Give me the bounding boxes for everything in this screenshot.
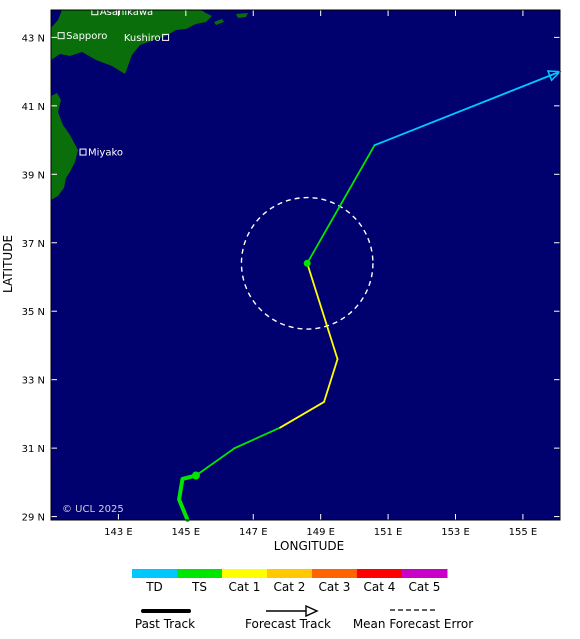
forecast-track-segment	[323, 358, 339, 403]
city-label: Miyako	[88, 148, 123, 159]
copyright-label: © UCL 2025	[62, 504, 124, 515]
colorbar-label: Cat 3	[319, 580, 351, 594]
forecast-track-segment	[306, 144, 376, 265]
land-island	[196, 11, 204, 15]
colorbar-label: Cat 2	[274, 580, 306, 594]
city-markers: Asahikawa Sapporo Kushiro Miyako	[57, 7, 170, 159]
past-track-line	[177, 473, 198, 522]
land-island	[236, 13, 248, 18]
x-tick-label: 153 E	[441, 527, 470, 538]
city-label: Sapporo	[66, 31, 107, 42]
forecast-position-marker	[303, 259, 311, 267]
y-tick-label: 39 N	[22, 170, 45, 181]
forecast-track-segment	[233, 426, 282, 450]
longitude-tick-labels: 143 E 145 E 147 E 149 E 151 E 153 E 155 E	[104, 527, 537, 538]
forecast-arrow-icon	[546, 70, 562, 82]
x-tick-label: 155 E	[509, 527, 538, 538]
x-tick-label: 147 E	[239, 527, 268, 538]
forecast-track-segment	[279, 401, 325, 429]
y-tick-label: 33 N	[22, 376, 45, 387]
colorbar-swatch	[222, 569, 268, 578]
y-tick-label: 35 N	[22, 307, 45, 318]
land-honshu	[51, 93, 78, 200]
y-tick-label: 31 N	[22, 444, 45, 455]
forecast-arrow-legend-icon	[305, 604, 319, 618]
colorbar-swatch	[267, 569, 313, 578]
intensity-labels: TD TS Cat 1 Cat 2 Cat 3 Cat 4 Cat 5	[145, 580, 440, 594]
land-hokkaido	[51, 10, 212, 74]
past-track-legend-label: Past Track	[135, 617, 195, 631]
colorbar-label: Cat 5	[409, 580, 441, 594]
y-tick-label: 29 N	[22, 513, 45, 524]
forecast-track-legend-label: Forecast Track	[245, 617, 331, 631]
colorbar-swatch	[357, 569, 403, 578]
legend: TD TS Cat 1 Cat 2 Cat 3 Cat 4 Cat 5 Past Track…	[132, 569, 473, 631]
colorbar-swatch	[177, 569, 223, 578]
forecast-error-circle	[240, 196, 374, 330]
x-tick-label: 151 E	[374, 527, 403, 538]
city-label: Kushiro	[124, 33, 161, 44]
city-marker-icon	[79, 148, 87, 156]
error-legend-label: Mean Forecast Error	[353, 617, 473, 631]
latitude-tick-labels: 43 N 41 N 39 N 37 N 35 N 33 N 31 N 29 N	[22, 33, 45, 523]
x-axis-title: LONGITUDE	[274, 539, 344, 553]
forecast-track-segment	[195, 447, 236, 477]
colorbar-label: Cat 4	[364, 580, 396, 594]
forecast-track-segment	[306, 262, 339, 361]
x-tick-label: 143 E	[104, 527, 133, 538]
city-marker-icon	[162, 33, 170, 41]
city-marker-icon	[57, 32, 65, 40]
x-tick-label: 145 E	[172, 527, 201, 538]
forecast-track-segment	[373, 70, 561, 147]
current-position-marker	[191, 471, 200, 480]
land-island	[214, 19, 224, 25]
y-tick-label: 43 N	[22, 33, 45, 44]
intensity-colorbar	[132, 569, 448, 578]
colorbar-swatch	[402, 569, 448, 578]
colorbar-swatch	[312, 569, 358, 578]
colorbar-label: Cat 1	[229, 580, 261, 594]
colorbar-label: TS	[191, 580, 207, 594]
y-axis-title: LATITUDE	[1, 235, 15, 293]
forecast-track	[195, 70, 561, 477]
plot-frame	[50, 9, 561, 521]
y-tick-label: 37 N	[22, 239, 45, 250]
city-label: Asahikawa	[100, 7, 153, 18]
x-tick-label: 149 E	[306, 527, 335, 538]
city-marker-icon	[91, 8, 99, 16]
colorbar-label: TD	[145, 580, 163, 594]
y-tick-label: 41 N	[22, 102, 45, 113]
colorbar-swatch	[132, 569, 178, 578]
